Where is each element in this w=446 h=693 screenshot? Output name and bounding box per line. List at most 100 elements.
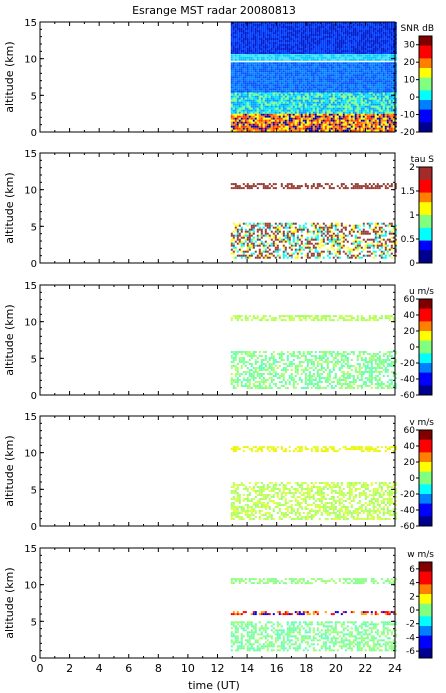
data-cell [350, 93, 353, 96]
data-cell [328, 107, 331, 110]
data-cell [308, 70, 311, 73]
data-cell [290, 127, 293, 130]
data-cell [342, 123, 345, 126]
data-cell [288, 34, 291, 36]
data-cell [314, 48, 317, 50]
data-cell [370, 84, 373, 87]
data-cell [270, 54, 273, 57]
data-cell [298, 48, 301, 50]
data-cell [270, 103, 273, 106]
data-cell [328, 185, 331, 188]
data-cell [356, 26, 359, 28]
data-cell [332, 105, 335, 108]
data-cell [316, 101, 319, 104]
data-cell [294, 91, 297, 94]
data-cell [266, 68, 269, 71]
data-cell [314, 123, 317, 126]
data-cell [282, 107, 285, 110]
data-cell [390, 113, 393, 116]
data-cell [356, 72, 359, 75]
data-cell [272, 187, 275, 190]
data-cell [252, 54, 255, 57]
data-cell [268, 123, 271, 126]
data-cell [332, 78, 335, 81]
data-cell [324, 105, 327, 108]
data-cell [316, 66, 319, 69]
data-cell [352, 36, 355, 38]
data-cell [334, 44, 337, 46]
data-cell [318, 119, 321, 122]
data-cell [364, 78, 367, 81]
data-cell [332, 22, 335, 24]
data-cell [376, 90, 379, 93]
data-cell [300, 101, 303, 104]
data-cell [236, 236, 239, 239]
data-cell [394, 107, 397, 110]
data-cell [254, 34, 257, 36]
data-cell [258, 117, 261, 120]
data-cell [322, 97, 325, 100]
data-cell [356, 52, 359, 54]
data-cell [268, 187, 271, 190]
data-cell [336, 38, 339, 40]
data-cell [390, 70, 393, 73]
data-cell [254, 42, 257, 44]
data-cell [342, 44, 345, 46]
data-cell [294, 44, 297, 46]
data-cell [394, 26, 397, 28]
data-cell [236, 224, 239, 227]
data-cell [282, 86, 285, 89]
data-cell [376, 44, 379, 46]
data-cell [388, 50, 391, 52]
data-cell [246, 183, 249, 186]
data-cell [340, 50, 343, 52]
data-cell [248, 86, 251, 89]
data-cell [318, 66, 321, 69]
data-cell [316, 42, 319, 44]
data-cell [244, 185, 247, 188]
data-cell [326, 103, 329, 106]
data-cell [384, 40, 387, 42]
data-cell [310, 22, 313, 24]
data-cell [328, 56, 331, 59]
data-cell [340, 121, 343, 124]
data-cell [316, 58, 319, 61]
data-cell [318, 50, 321, 52]
data-cell [356, 129, 359, 132]
data-cell [322, 74, 325, 77]
data-cell [356, 82, 359, 85]
data-cell [282, 68, 285, 71]
data-cell [316, 72, 319, 75]
data-cell [316, 97, 319, 100]
data-cell [246, 125, 249, 128]
data-cell [328, 125, 331, 128]
data-cell [288, 123, 291, 126]
data-cell [386, 86, 389, 89]
data-cell [296, 74, 299, 77]
data-cell [242, 121, 245, 124]
data-cell [332, 93, 335, 96]
data-cell [314, 88, 317, 91]
data-cell [376, 119, 379, 122]
data-cell [360, 54, 363, 57]
data-cell [322, 52, 325, 54]
data-cell [286, 26, 289, 28]
data-cell [260, 56, 263, 59]
data-cell [350, 34, 353, 36]
data-cell [304, 88, 307, 91]
data-cell [268, 62, 271, 65]
data-cell [300, 117, 303, 120]
data-cell [350, 66, 353, 69]
data-cell [374, 72, 377, 75]
data-cell [316, 44, 319, 46]
data-cell [236, 54, 239, 57]
data-cell [252, 236, 255, 239]
data-cell [330, 103, 333, 106]
data-cell [306, 84, 309, 87]
data-cell [388, 24, 391, 26]
data-cell [360, 113, 363, 116]
data-cell [276, 56, 279, 59]
data-cell [320, 56, 323, 59]
data-cell [310, 30, 313, 32]
data-cell [388, 185, 391, 188]
